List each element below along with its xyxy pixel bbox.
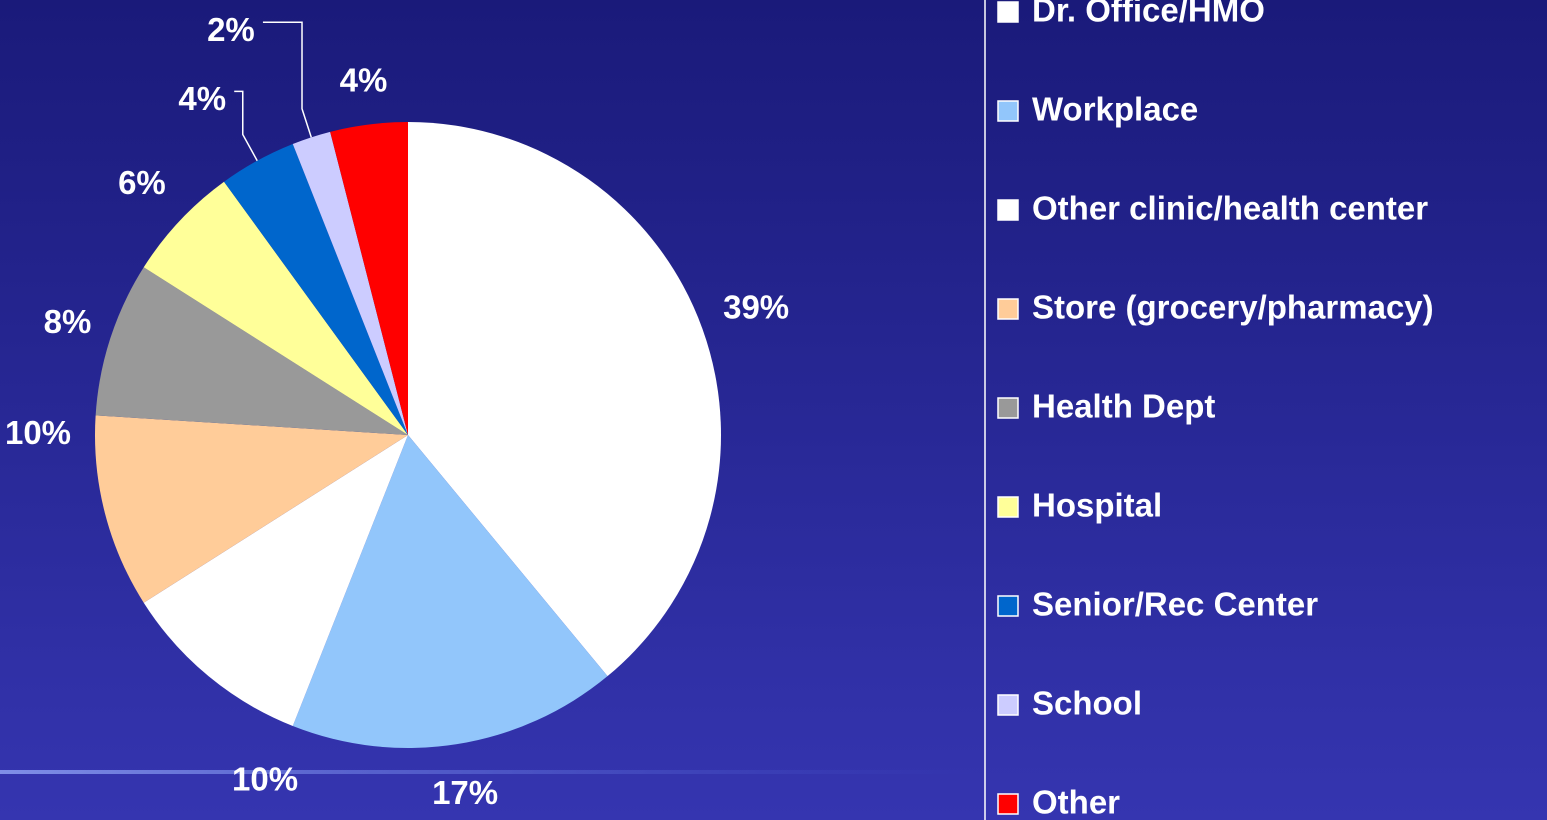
legend-label: School bbox=[1032, 685, 1142, 722]
value-label: 4% bbox=[178, 80, 226, 117]
legend-label: Dr. Office/HMO bbox=[1032, 0, 1265, 29]
legend-swatch bbox=[997, 298, 1019, 320]
legend-swatch bbox=[997, 1, 1019, 23]
legend-swatch bbox=[997, 694, 1019, 716]
pie-slice bbox=[330, 122, 408, 435]
legend-label: Health Dept bbox=[1032, 388, 1215, 425]
legend-label: Senior/Rec Center bbox=[1032, 586, 1318, 623]
legend-label: Other clinic/health center bbox=[1032, 190, 1428, 227]
pie-slice bbox=[95, 267, 408, 435]
pie-slice bbox=[292, 435, 608, 748]
value-label: 8% bbox=[44, 303, 92, 340]
legend-swatch bbox=[997, 496, 1019, 518]
value-label: 4% bbox=[340, 62, 388, 99]
leader-line bbox=[234, 90, 258, 162]
value-label: 2% bbox=[207, 11, 255, 48]
value-label: 10% bbox=[5, 414, 71, 451]
legend-swatch bbox=[997, 199, 1019, 221]
legend-swatch bbox=[997, 397, 1019, 419]
pie-slice bbox=[143, 181, 409, 435]
decorative-rule bbox=[0, 770, 980, 774]
value-label: 6% bbox=[118, 164, 166, 201]
legend-swatch bbox=[997, 100, 1019, 122]
pie-slice bbox=[408, 122, 721, 677]
value-label: 17% bbox=[432, 774, 498, 811]
legend-label: Hospital bbox=[1032, 487, 1162, 524]
pie-slice bbox=[95, 415, 408, 603]
legend-swatch bbox=[997, 595, 1019, 617]
pie-slice bbox=[143, 435, 409, 727]
value-label: 10% bbox=[232, 760, 298, 797]
legend-label: Store (grocery/pharmacy) bbox=[1032, 289, 1434, 326]
leader-line bbox=[262, 21, 312, 138]
pie-slice bbox=[292, 131, 408, 435]
value-label: 39% bbox=[723, 288, 789, 325]
legend-label: Other bbox=[1032, 784, 1120, 820]
pie-slice bbox=[224, 143, 408, 435]
legend-swatch bbox=[997, 793, 1019, 815]
legend-label: Workplace bbox=[1032, 91, 1198, 128]
